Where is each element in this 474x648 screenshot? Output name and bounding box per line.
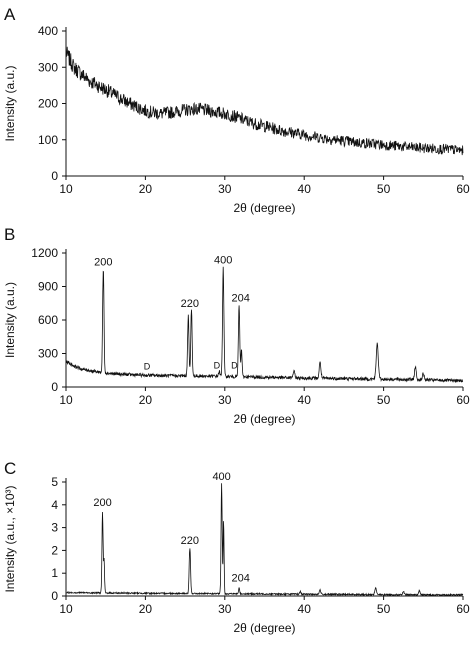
x-tick-label: 50: [377, 393, 391, 407]
peak-label: 204: [232, 292, 250, 304]
y-tick-label: 2: [51, 543, 58, 557]
x-tick-label: 60: [456, 393, 470, 407]
x-tick-label: 40: [298, 393, 312, 407]
y-tick-label: 300: [38, 60, 58, 74]
y-tick-label: 3: [51, 521, 58, 535]
y-tick-label: 4: [51, 498, 58, 512]
pattern-trace: [65, 483, 464, 597]
panel-a: A 10 20 30 40 50 60 0 100 200 300 400 2θ (degree) Int…: [3, 5, 470, 215]
y-tick-label: 200: [38, 97, 58, 111]
y-axis-label: Intensity (a.u., ×10³): [3, 485, 17, 592]
y-tick-label: 0: [51, 169, 58, 183]
x-tick-label: 50: [377, 602, 391, 616]
y-tick-label: 400: [38, 24, 58, 38]
x-tick-label: 30: [218, 602, 232, 616]
impurity-label: D: [144, 361, 151, 371]
x-tick-label: 50: [377, 182, 391, 196]
panel-label: C: [4, 459, 16, 478]
peak-label: 220: [181, 298, 199, 310]
x-tick-label: 20: [139, 182, 153, 196]
x-tick-label: 20: [139, 393, 153, 407]
x-tick-label: 10: [59, 602, 73, 616]
x-axis-label: 2θ (degree): [233, 621, 295, 635]
x-tick-label: 10: [59, 182, 73, 196]
y-tick-label: 0: [51, 589, 58, 603]
x-axis-label: 2θ (degree): [233, 412, 295, 426]
panel-label: A: [4, 5, 16, 24]
x-tick-label: 40: [298, 602, 312, 616]
y-axis-label: Intensity (a.u.): [3, 65, 17, 141]
x-tick-label: 60: [456, 182, 470, 196]
y-tick-label: 5: [51, 475, 58, 489]
panel-label: B: [4, 225, 15, 244]
y-tick-label: 100: [38, 133, 58, 147]
x-axis-label: 2θ (degree): [233, 201, 295, 215]
x-tick-label: 30: [218, 393, 232, 407]
peak-label: 200: [94, 257, 112, 269]
x-tick-label: 60: [456, 602, 470, 616]
x-tick-label: 30: [218, 182, 232, 196]
pattern-trace: [65, 46, 464, 156]
impurity-label: D: [231, 360, 238, 370]
y-axis-label: Intensity (a.u.): [3, 282, 17, 358]
y-tick-label: 1: [51, 566, 58, 580]
impurity-label: D: [214, 360, 221, 370]
peak-label: 200: [93, 497, 111, 509]
peak-label: 220: [181, 535, 199, 547]
y-tick-label: 300: [38, 347, 58, 361]
x-tick-label: 20: [139, 602, 153, 616]
y-tick-label: 1200: [31, 246, 58, 260]
peak-label: 400: [212, 471, 230, 483]
y-tick-label: 900: [38, 280, 58, 294]
y-tick-label: 0: [51, 380, 58, 394]
peak-label: 204: [232, 572, 250, 584]
y-tick-label: 600: [38, 313, 58, 327]
pattern-trace: [65, 266, 464, 383]
x-tick-label: 40: [298, 182, 312, 196]
peak-label: 400: [214, 254, 232, 266]
x-tick-label: 10: [59, 393, 73, 407]
panel-c: C 10 20 30 40 50 60 0 1 2 3 4 5 2θ (degree) Intensity …: [3, 459, 470, 635]
